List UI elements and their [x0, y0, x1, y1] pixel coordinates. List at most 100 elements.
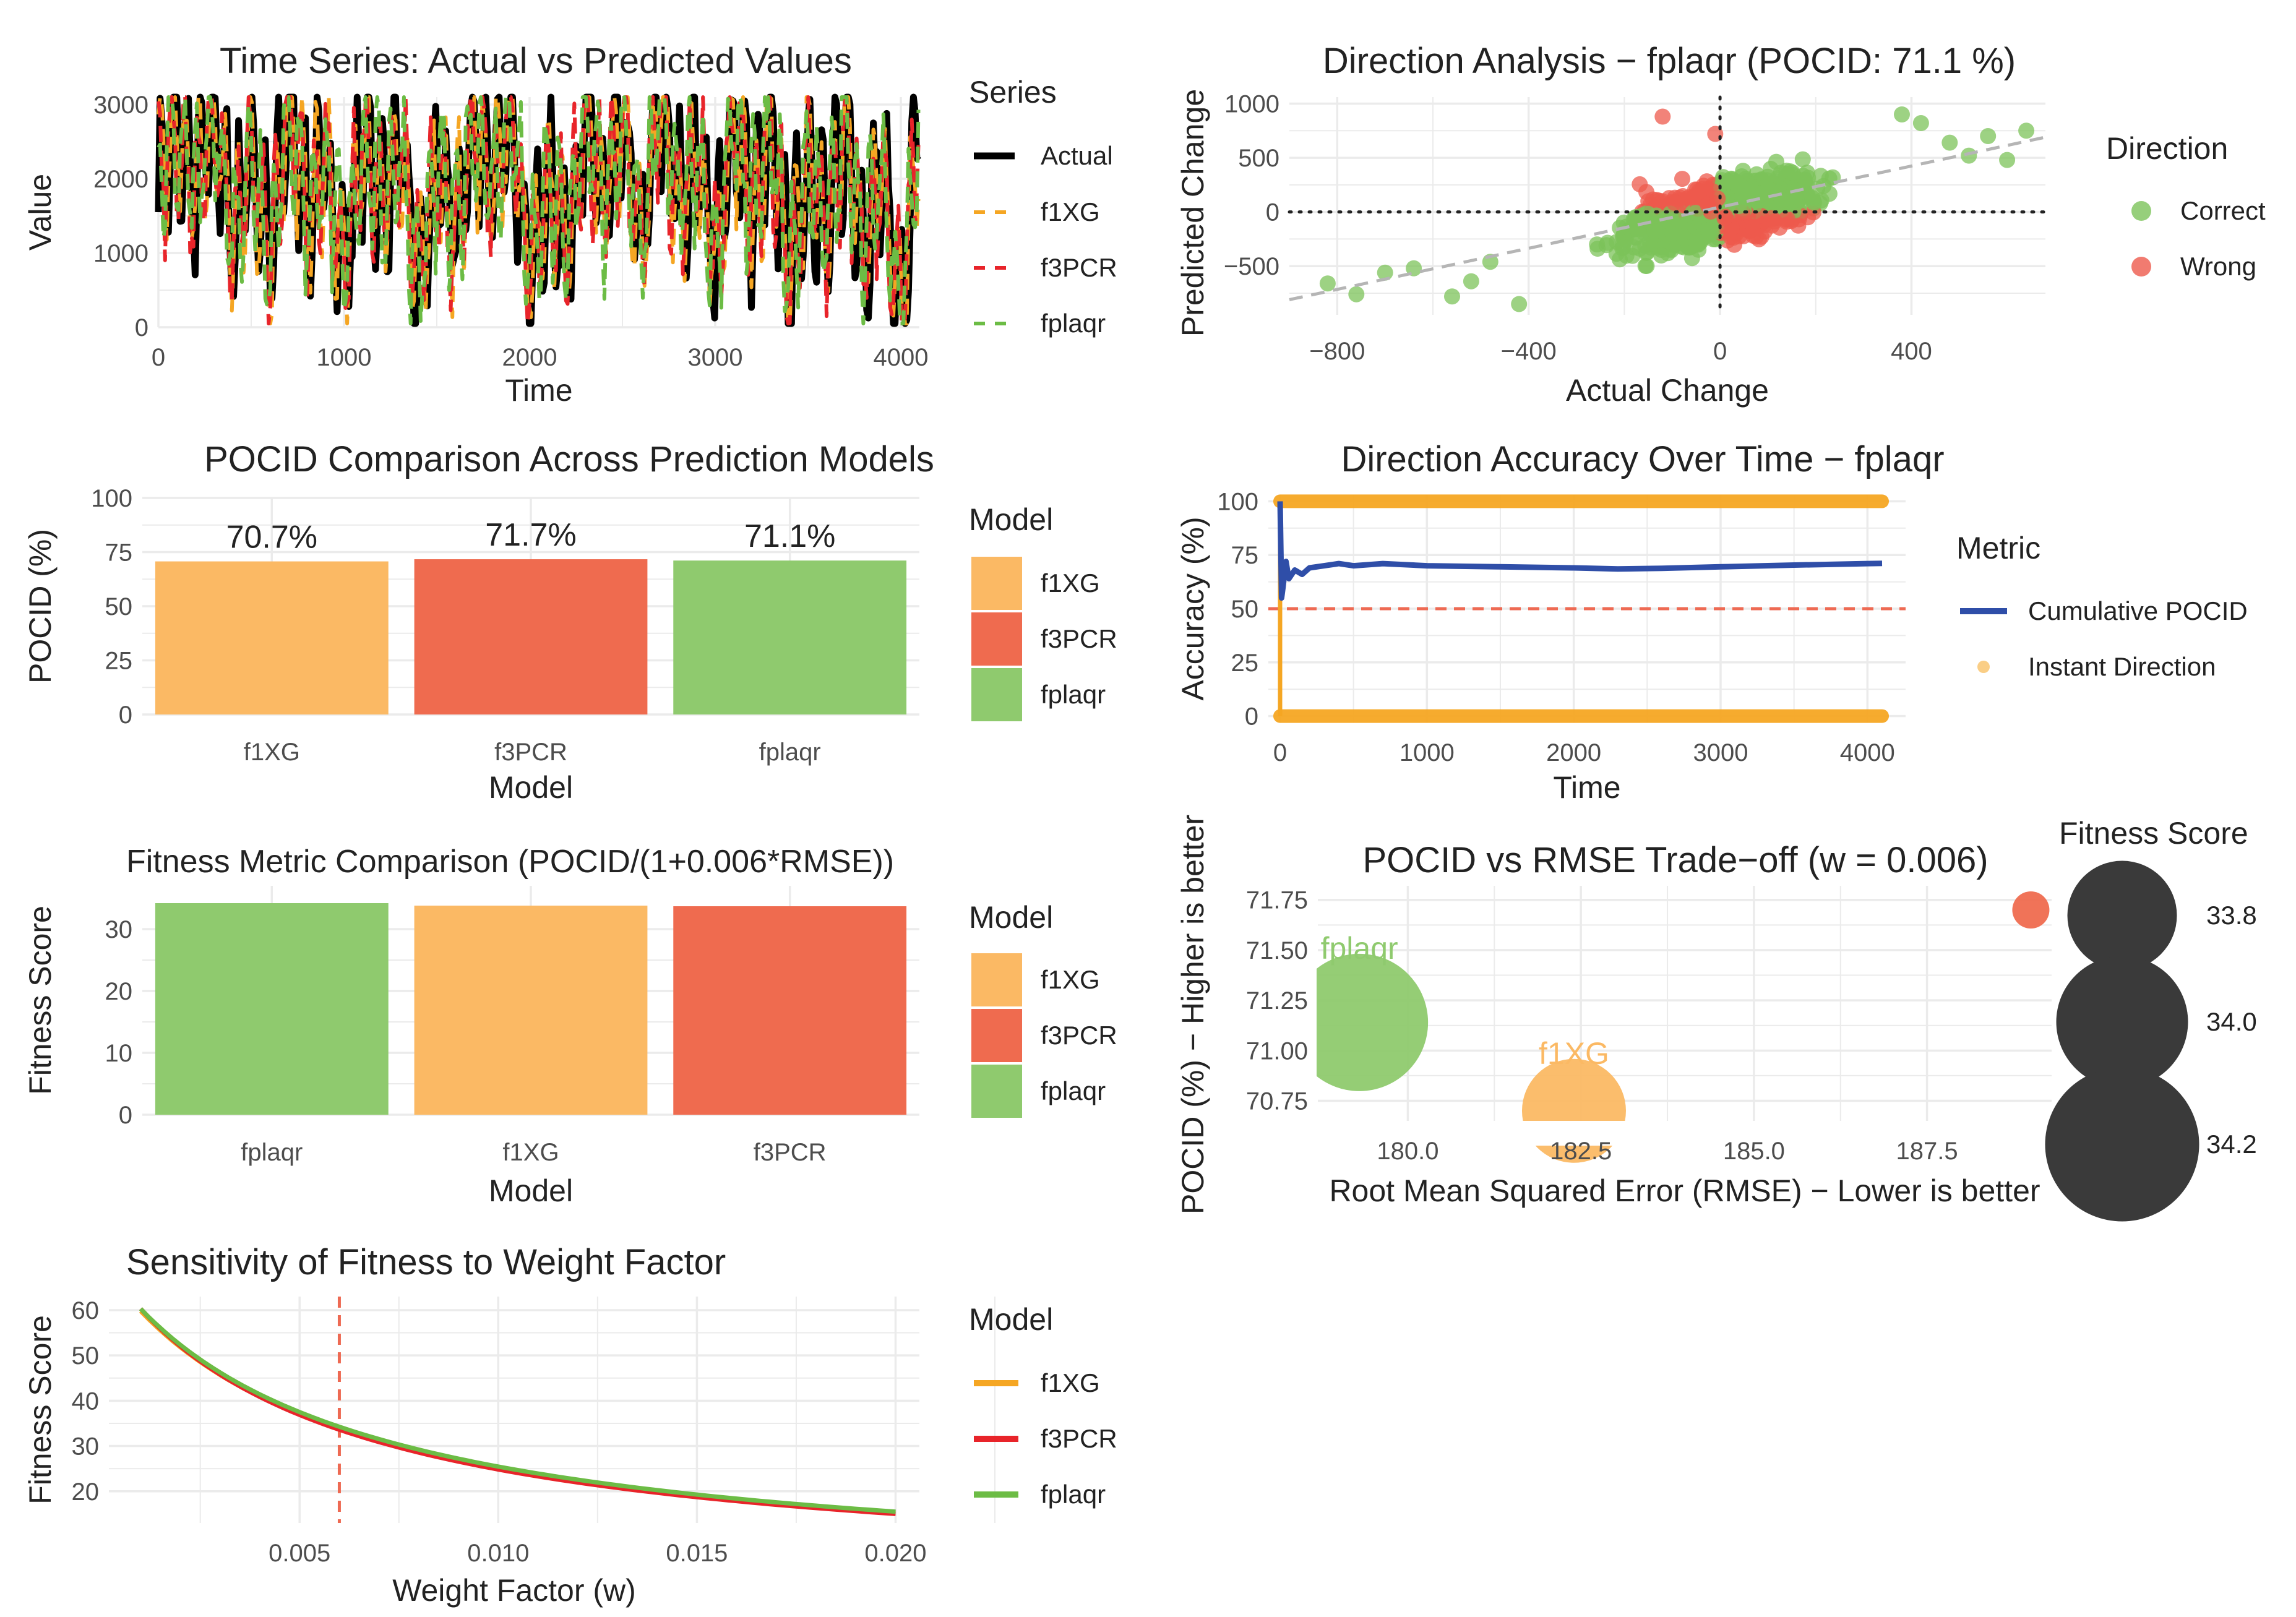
x-tick-label: 0 [1273, 739, 1287, 766]
legend-label: Instant Direction [2028, 652, 2216, 681]
bar-f1XG [414, 906, 648, 1115]
point-wrong [1778, 211, 1794, 228]
data-label: 71.1% [744, 518, 835, 554]
legend-title: Fitness Score [2059, 816, 2248, 851]
panel-pocid: 70.7% f1XG 71.7% f3PCR 71.1% fplaqr 0 25 50 75 100… [23, 439, 934, 805]
y-axis-title: Fitness Score [23, 1315, 58, 1504]
x-tick-label: 4000 [874, 344, 929, 371]
legend-title: Model [969, 900, 1053, 935]
x-tick-label: 0.010 [467, 1540, 529, 1567]
legend-title: Model [969, 1302, 1053, 1337]
panel-mask-left [1213, 866, 1317, 1132]
chart-title: POCID Comparison Across Prediction Model… [204, 439, 934, 479]
sensitivity-line-f3PCR [139, 1307, 896, 1516]
point-correct [1653, 247, 1669, 264]
legend-label: fplaqr [1041, 1076, 1106, 1105]
legend-label: Cumulative POCID [2028, 596, 2248, 625]
y-tick-label: −500 [1224, 253, 1279, 280]
x-tick-label: f1XG [502, 1139, 559, 1166]
size-legend-circle [2067, 860, 2177, 971]
point-correct [1720, 173, 1737, 190]
legend-label: 33.8 [2206, 901, 2257, 930]
point-correct [1735, 163, 1752, 179]
y-tick-label: 20 [72, 1478, 100, 1506]
x-tick-label: f1XG [244, 739, 300, 766]
legend-label: f1XG [1041, 197, 1100, 226]
point-correct [1444, 288, 1460, 305]
y-tick-label: 500 [1238, 145, 1279, 172]
x-axis-title: Time [1553, 770, 1620, 805]
y-tick-label: 1000 [93, 240, 148, 267]
y-axis-title: Accuracy (%) [1176, 517, 1210, 700]
x-tick-label: 400 [1891, 338, 1932, 365]
point-wrong [1695, 181, 1711, 197]
panel-mask-bottom [1213, 1121, 2079, 1146]
y-tick-label: 71.75 [1246, 887, 1308, 914]
y-tick-label: 0 [1266, 199, 1279, 226]
x-tick-label: 0.020 [864, 1540, 926, 1567]
y-axis-title: Value [23, 174, 58, 251]
x-tick-label: −800 [1309, 338, 1365, 365]
y-tick-label: 60 [72, 1297, 100, 1324]
y-tick-label: 71.00 [1246, 1037, 1308, 1065]
y-tick-label: 25 [105, 648, 133, 675]
bubble-label: f1XG [1539, 1036, 1609, 1071]
y-tick-label: 30 [105, 916, 133, 943]
y-tick-label: 25 [1231, 650, 1259, 677]
x-tick-label: f3PCR [754, 1139, 827, 1166]
point-correct [1797, 171, 1813, 188]
y-tick-label: 0 [135, 314, 148, 341]
x-axis-title: Weight Factor (w) [392, 1573, 636, 1608]
panel-dir: −500 0 500 1000 −800 −400 0 400 Actual Change Pre… [1176, 41, 2047, 408]
x-tick-label: 0.005 [269, 1540, 330, 1567]
point-correct [1646, 223, 1663, 240]
legend-label: f1XG [1041, 1368, 1100, 1397]
point-correct [1760, 168, 1776, 185]
y-tick-label: 70.75 [1246, 1088, 1308, 1115]
x-tick-label: 187.5 [1896, 1138, 1958, 1165]
point-wrong [1666, 194, 1683, 211]
point-correct [1734, 179, 1750, 195]
chart-title: Time Series: Actual vs Predicted Values [220, 41, 852, 81]
legend-title: Series [969, 75, 1057, 109]
legend-label: Correct [2180, 196, 2266, 225]
x-tick-label: 3000 [688, 344, 743, 371]
legend-label: f3PCR [1041, 253, 1117, 282]
point-correct [1980, 128, 1997, 144]
y-tick-label: 75 [105, 539, 133, 567]
y-tick-label: 40 [72, 1388, 100, 1415]
chart-title: POCID vs RMSE Trade−off (w = 0.006) [1362, 840, 1988, 880]
x-axis-title: Root Mean Squared Error (RMSE) − Lower i… [1329, 1173, 2040, 1208]
x-axis-title: Time [505, 373, 572, 408]
panel-mask-top [1237, 856, 2054, 886]
point-correct [1463, 273, 1479, 290]
bar-f3PCR [673, 906, 907, 1115]
legend-pocid: Model f1XG f3PCR fplaqr [969, 502, 1117, 721]
data-label: 70.7% [226, 520, 317, 555]
bar-f1XG [155, 561, 389, 714]
legend-key-correct [2131, 201, 2151, 221]
point-correct [1625, 239, 1642, 255]
legend-key-f3PCR [971, 1009, 1022, 1062]
y-tick-label: 0 [119, 1102, 132, 1129]
bubble-f3PCR [2012, 891, 2050, 929]
y-tick-label: 50 [1231, 596, 1259, 623]
y-tick-label: 10 [105, 1040, 133, 1067]
y-tick-label: 100 [91, 485, 132, 512]
point-correct [1961, 147, 1977, 164]
point-correct [1672, 212, 1688, 229]
y-tick-label: 71.25 [1246, 987, 1308, 1014]
panel-sens: 20 30 40 50 60 0.005 0.010 0.015 0.020 Weight Fac… [23, 1242, 996, 1608]
point-wrong [1654, 108, 1671, 125]
legend-title: Metric [1956, 531, 2040, 565]
x-axis-title: Model [489, 1173, 573, 1208]
sensitivity-line-fplaqr [139, 1307, 896, 1514]
legend-key-wrong [2131, 257, 2151, 277]
legend-fit: Model f1XG f3PCR fplaqr [969, 900, 1117, 1118]
point-correct [1511, 296, 1528, 312]
point-correct [1894, 106, 1910, 122]
legend-key-fplaqr [971, 668, 1022, 721]
